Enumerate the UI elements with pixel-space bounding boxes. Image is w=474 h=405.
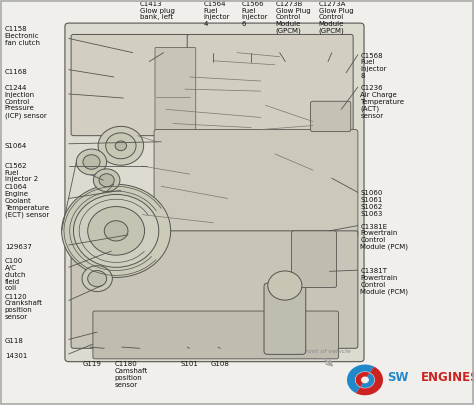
- Text: C1381T
Powertrain
Control
Module (PCM): C1381T Powertrain Control Module (PCM): [360, 268, 408, 295]
- Text: S1060
S1061
S1062
S1063: S1060 S1061 S1062 S1063: [360, 190, 383, 217]
- Text: C1180
Camshaft
position
sensor: C1180 Camshaft position sensor: [115, 361, 148, 388]
- Text: C1562
Fuel
injector 2: C1562 Fuel injector 2: [5, 163, 38, 182]
- FancyBboxPatch shape: [187, 34, 353, 136]
- Text: S101: S101: [180, 361, 198, 367]
- Text: C1566
Fuel
injector
6: C1566 Fuel injector 6: [242, 1, 268, 27]
- Text: 129637: 129637: [5, 244, 32, 250]
- Circle shape: [88, 271, 107, 287]
- Text: SW: SW: [387, 371, 409, 384]
- Circle shape: [106, 133, 136, 159]
- Text: G118: G118: [5, 338, 24, 344]
- Text: G119: G119: [83, 361, 102, 367]
- Text: C1568
Fuel
injector
8: C1568 Fuel injector 8: [360, 53, 387, 79]
- FancyBboxPatch shape: [292, 231, 337, 288]
- Text: C1564
Fuel
injector
4: C1564 Fuel injector 4: [204, 1, 230, 27]
- Circle shape: [268, 271, 302, 300]
- Text: C1236
Air Charge
Temperature
(ACT)
sensor: C1236 Air Charge Temperature (ACT) senso…: [360, 85, 404, 119]
- Circle shape: [104, 221, 128, 241]
- Text: C1120
Crankshaft
position
sensor: C1120 Crankshaft position sensor: [5, 294, 43, 320]
- Text: C1244
Injection
Control
Pressure
(ICP) sensor: C1244 Injection Control Pressure (ICP) s…: [5, 85, 46, 119]
- Text: C100
A/C
clutch
field
coil: C100 A/C clutch field coil: [5, 258, 26, 291]
- Circle shape: [73, 194, 159, 267]
- Circle shape: [88, 207, 145, 255]
- FancyBboxPatch shape: [155, 47, 196, 131]
- Text: S1064: S1064: [5, 143, 27, 149]
- Text: C1168: C1168: [5, 69, 27, 75]
- Text: 14301: 14301: [5, 353, 27, 359]
- Text: G108: G108: [211, 361, 230, 367]
- Text: C1381E
Powertrain
Control
Module (PCM): C1381E Powertrain Control Module (PCM): [360, 224, 408, 250]
- Text: C1273B
Glow Plug
Control
Module
(GPCM): C1273B Glow Plug Control Module (GPCM): [276, 1, 310, 34]
- FancyBboxPatch shape: [154, 130, 358, 237]
- Wedge shape: [356, 372, 370, 387]
- Wedge shape: [356, 367, 383, 395]
- Text: C1158
Electronic
fan clutch: C1158 Electronic fan clutch: [5, 26, 40, 46]
- Circle shape: [115, 141, 127, 151]
- Circle shape: [93, 169, 120, 192]
- Circle shape: [62, 184, 171, 277]
- Circle shape: [98, 126, 144, 165]
- Circle shape: [76, 149, 107, 175]
- Text: front of vehicle: front of vehicle: [303, 350, 351, 354]
- Text: ENGINES: ENGINES: [420, 371, 474, 384]
- Text: C1413
Glow plug
bank, left: C1413 Glow plug bank, left: [140, 1, 175, 20]
- Text: C1064
Engine
Coolant
Temperature
(ECT) sensor: C1064 Engine Coolant Temperature (ECT) s…: [5, 184, 49, 218]
- Text: C1273A
Glow Plug
Control
Module
(GPCM): C1273A Glow Plug Control Module (GPCM): [319, 1, 353, 34]
- Circle shape: [99, 174, 114, 187]
- FancyBboxPatch shape: [264, 283, 306, 354]
- FancyBboxPatch shape: [71, 231, 358, 348]
- FancyBboxPatch shape: [310, 101, 351, 132]
- Wedge shape: [347, 364, 374, 393]
- FancyBboxPatch shape: [93, 311, 338, 359]
- FancyBboxPatch shape: [71, 34, 190, 136]
- Circle shape: [82, 266, 112, 292]
- Wedge shape: [360, 373, 374, 388]
- Circle shape: [83, 155, 100, 169]
- FancyBboxPatch shape: [65, 23, 364, 362]
